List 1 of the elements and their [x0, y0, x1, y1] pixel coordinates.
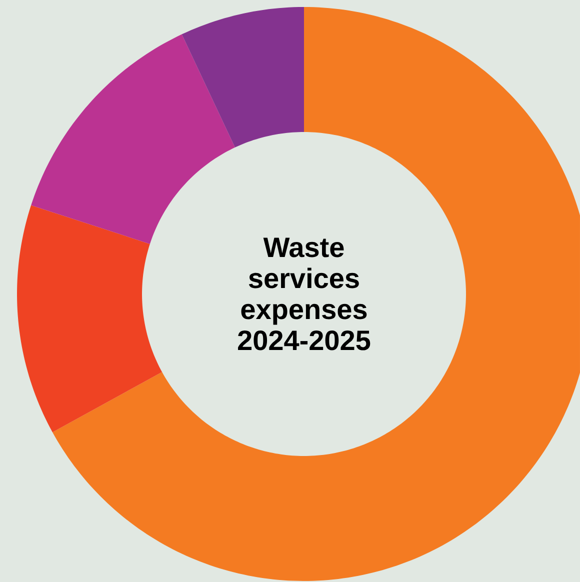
text: Waste services expenses 2024-2025	[238, 238, 370, 350]
